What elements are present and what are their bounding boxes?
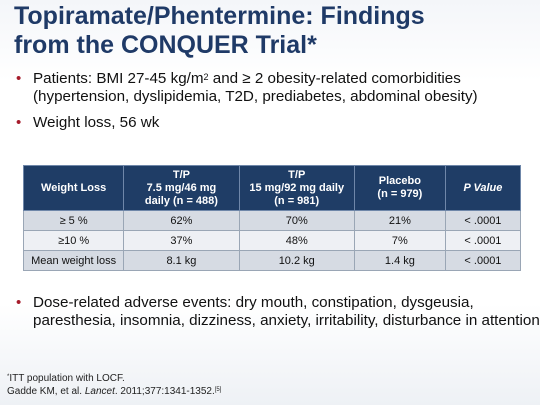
- results-table: Weight Loss T/P 7.5 mg/46 mg daily (n = 48…: [22, 165, 522, 271]
- bullet-marker: •: [16, 70, 22, 87]
- table-cell: 37%: [123, 230, 240, 251]
- header-tp-low: T/P 7.5 mg/46 mg daily (n = 488): [123, 165, 240, 211]
- table-cell: 10.2 kg: [238, 250, 355, 271]
- table-header-row: Weight Loss T/P 7.5 mg/46 mg daily (n = 48…: [22, 165, 522, 211]
- table-cell: ≥ 5 %: [22, 210, 125, 231]
- table-cell: 7%: [353, 230, 446, 251]
- header-placebo: Placebo (n = 979): [353, 165, 446, 211]
- bullet-patients-text: Patients: BMI 27-45 kg/m: [33, 70, 204, 87]
- bullet-weight-loss: • Weight loss, 56 wk: [16, 114, 531, 132]
- table-cell: 70%: [238, 210, 355, 231]
- bullet-list: • Patients: BMI 27-45 kg/m2 and ≥ 2 obes…: [16, 70, 531, 138]
- header-tp-high: T/P 15 mg/92 mg daily (n = 981): [238, 165, 355, 211]
- bullet-patients: • Patients: BMI 27-45 kg/m2 and ≥ 2 obes…: [16, 70, 531, 106]
- bullet-weight-loss-text: Weight loss, 56 wk: [33, 114, 160, 131]
- bullet-marker: •: [16, 114, 22, 131]
- footnote-itt: *ITT population with LOCF.: [7, 373, 125, 384]
- table-cell: < .0001: [444, 230, 522, 251]
- table-row: ≥ 5 % 62% 70% 21% < .0001: [22, 210, 522, 231]
- table-cell: < .0001: [444, 250, 522, 271]
- table-row: ≥10 % 37% 48% 7% < .0001: [22, 230, 522, 251]
- table-cell: ≥10 %: [22, 230, 125, 251]
- table-cell: 62%: [123, 210, 240, 231]
- bmi-superscript: 2: [203, 72, 209, 82]
- table-cell: Mean weight loss: [22, 250, 125, 271]
- header-weight-loss: Weight Loss: [22, 165, 125, 211]
- bullet-patients-text-rest: and ≥ 2 obesity-related comorbidities (h…: [33, 70, 478, 105]
- title-line-1: Topiramate/Phentermine: Findings: [14, 2, 425, 30]
- footnote: *ITT population with LOCF. Gadde KM, et …: [7, 372, 221, 398]
- header-p-value: P Value: [444, 165, 522, 211]
- bullet-adverse-events: • Dose-related adverse events: dry mouth…: [16, 294, 540, 330]
- title-line-2: from the CONQUER Trial*: [14, 31, 317, 59]
- table-cell: < .0001: [444, 210, 522, 231]
- bullet-adverse-events-text: Dose-related adverse events: dry mouth, …: [33, 294, 540, 329]
- bullet-marker: •: [16, 294, 22, 311]
- table-row: Mean weight loss 8.1 kg 10.2 kg 1.4 kg <…: [22, 250, 522, 271]
- table-cell: 8.1 kg: [123, 250, 240, 271]
- footnote-citation: Gadde KM, et al. Lancet. 2011;377:1341-1…: [7, 386, 222, 397]
- table-cell: 48%: [238, 230, 355, 251]
- table-cell: 21%: [353, 210, 446, 231]
- slide-title: Topiramate/Phentermine: Findings from th…: [14, 2, 534, 60]
- table-cell: 1.4 kg: [353, 250, 446, 271]
